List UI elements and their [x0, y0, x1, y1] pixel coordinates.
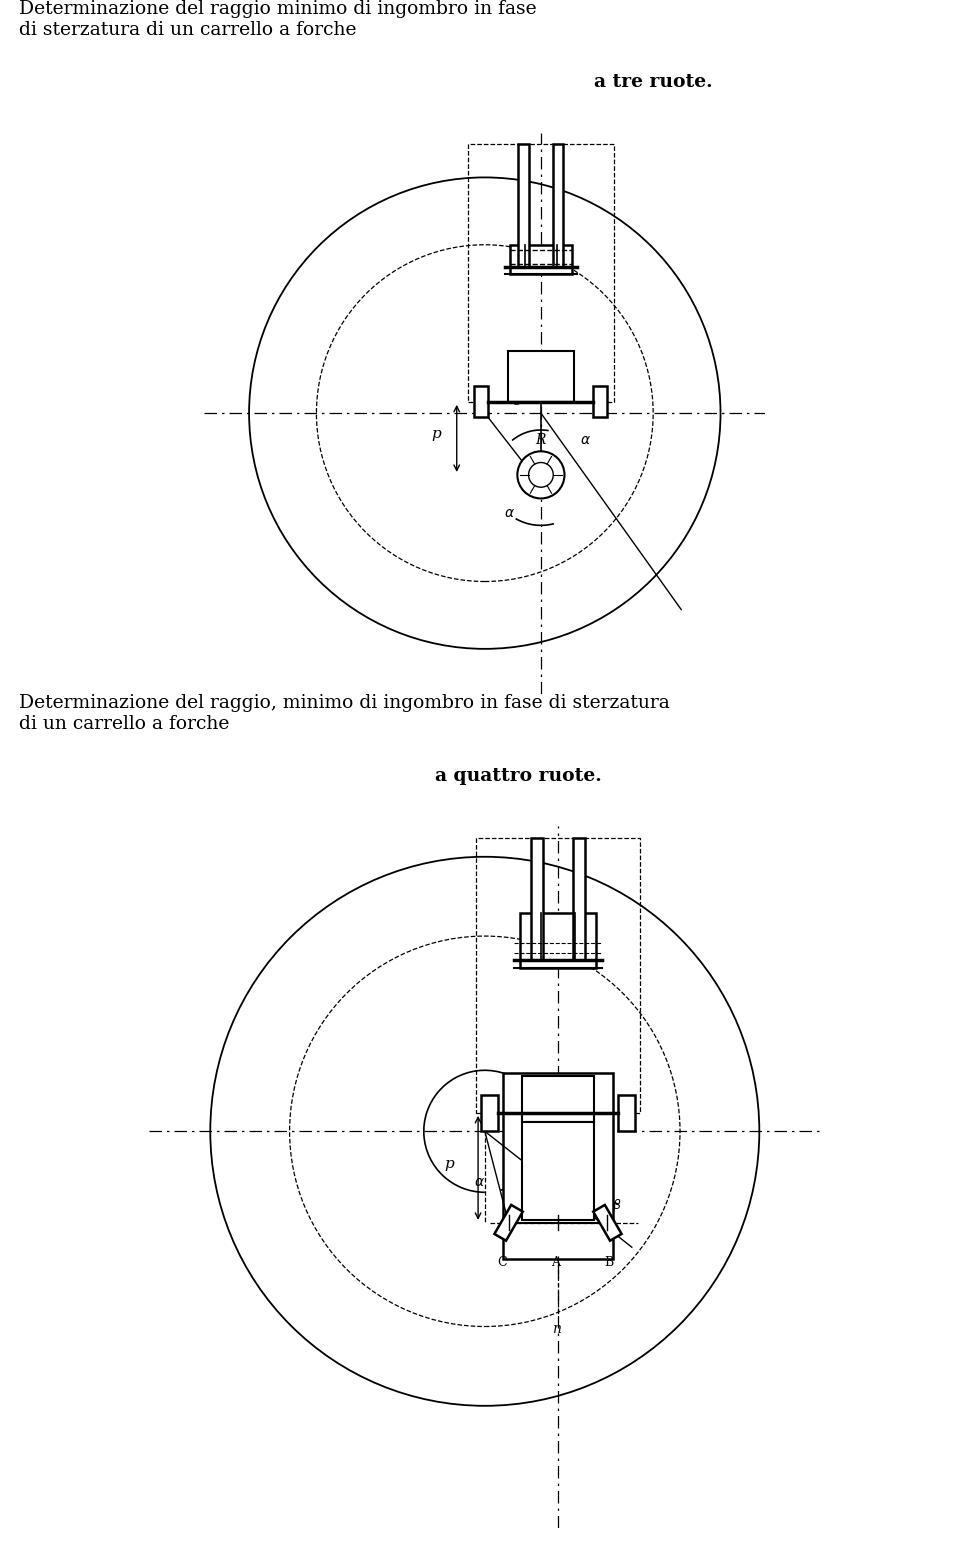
Text: n: n: [552, 1322, 561, 1336]
Bar: [573, 839, 586, 960]
Text: $\alpha$: $\alpha$: [473, 1175, 485, 1190]
Bar: [519, 914, 596, 968]
Bar: [510, 245, 572, 274]
Text: $\beta$: $\beta$: [612, 1197, 622, 1214]
Text: a tre ruote.: a tre ruote.: [593, 73, 712, 90]
Bar: [475, 839, 640, 1113]
Polygon shape: [593, 1205, 622, 1241]
Text: p: p: [444, 1157, 454, 1171]
Text: a quattro ruote.: a quattro ruote.: [436, 767, 602, 784]
Text: $\alpha$: $\alpha$: [504, 507, 516, 521]
Polygon shape: [494, 1205, 523, 1241]
Bar: [553, 143, 564, 267]
Bar: [531, 839, 542, 960]
Text: Determinazione del raggio minimo di ingombro in fase
di sterzatura di un carrell: Determinazione del raggio minimo di ingo…: [19, 0, 537, 39]
Text: R: R: [536, 433, 546, 447]
Bar: [522, 1122, 593, 1219]
Bar: [593, 387, 608, 418]
Text: B: B: [605, 1255, 613, 1269]
Text: O: O: [518, 1105, 530, 1119]
Bar: [618, 1094, 636, 1132]
Text: $\alpha$: $\alpha$: [580, 433, 591, 447]
Text: O: O: [510, 394, 521, 408]
Text: C: C: [497, 1255, 507, 1269]
Text: Determinazione del raggio, minimo di ingombro in fase di sterzatura
di un carrel: Determinazione del raggio, minimo di ing…: [19, 694, 670, 733]
Bar: [474, 387, 489, 418]
Bar: [481, 1094, 497, 1132]
Bar: [503, 1073, 612, 1260]
Text: p: p: [431, 427, 442, 441]
Bar: [522, 1076, 593, 1122]
Text: A: A: [551, 1255, 560, 1269]
Bar: [518, 143, 529, 267]
Circle shape: [517, 451, 564, 499]
Bar: [508, 351, 574, 402]
Bar: [468, 143, 613, 402]
